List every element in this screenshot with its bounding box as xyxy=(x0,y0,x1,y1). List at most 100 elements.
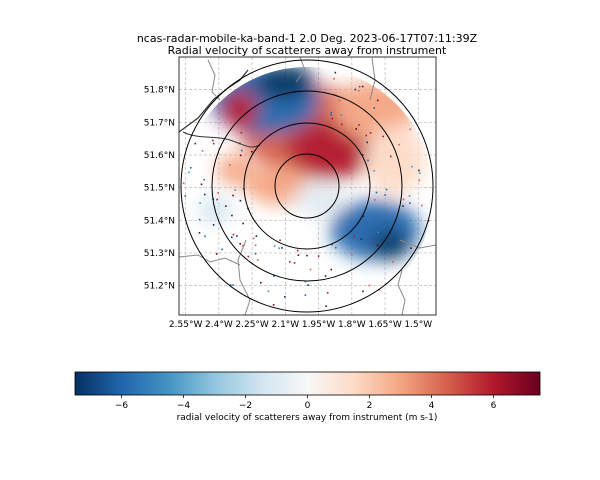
speckle-point xyxy=(255,235,258,237)
map-frame xyxy=(178,56,437,316)
speckle-point xyxy=(212,142,215,145)
speckle-point xyxy=(369,77,371,80)
speckle-point xyxy=(306,254,308,257)
y-tick-label: 51.8°N xyxy=(144,86,175,96)
speckle-point xyxy=(353,235,355,238)
speckle-point xyxy=(373,107,375,109)
colorbar-gradient xyxy=(74,371,541,396)
velocity-field xyxy=(182,67,430,307)
speckle-point xyxy=(376,244,379,247)
speckle-point xyxy=(199,202,201,204)
speckle-point xyxy=(278,247,280,249)
speckle-point xyxy=(225,205,227,207)
colorbar-tick-label: 2 xyxy=(367,401,373,411)
speckle-point xyxy=(247,255,250,258)
speckle-point xyxy=(198,232,201,234)
speckle-point xyxy=(390,155,392,158)
speckle-point xyxy=(212,139,214,142)
speckle-point xyxy=(204,193,206,196)
range-ring-inner xyxy=(274,153,340,219)
speckle-point xyxy=(369,132,372,134)
speckle-point xyxy=(239,243,241,245)
speckle-point xyxy=(398,143,400,146)
speckle-point xyxy=(345,239,347,242)
colorbar-tick-label: −4 xyxy=(177,401,191,411)
speckle-point xyxy=(279,239,281,242)
speckle-point xyxy=(297,254,300,256)
speckle-point xyxy=(231,236,233,239)
speckle-point xyxy=(419,172,421,174)
speckle-point xyxy=(366,141,368,144)
x-tick-label: 1.8°W xyxy=(338,320,366,330)
speckle-point xyxy=(341,123,343,126)
speckle-point xyxy=(198,218,201,221)
speckle-point xyxy=(402,205,404,207)
speckle-point xyxy=(242,245,244,247)
speckle-point xyxy=(331,117,334,120)
speckle-point xyxy=(260,281,262,284)
speckle-point xyxy=(330,268,332,271)
speckle-point xyxy=(358,124,360,126)
range-ring-middle xyxy=(243,122,371,250)
speckle-point xyxy=(273,275,275,277)
map-axes: 2.55°W 2.4°W 2.25°W 2.1°W 1.95°W 1.8°W 1.65°W 1… xyxy=(144,56,437,330)
speckle-point xyxy=(232,233,235,236)
speckle-point xyxy=(281,247,283,249)
range-ring-outer xyxy=(211,90,403,282)
speckle-points xyxy=(182,71,430,307)
chart-subtitle: Radial velocity of scatterers away from … xyxy=(168,44,447,57)
speckle-point xyxy=(385,188,388,191)
speckle-point xyxy=(232,284,234,286)
chart-title: ncas-radar-mobile-ka-band-1 2.0 Deg. 202… xyxy=(137,32,478,45)
speckle-point xyxy=(239,199,242,202)
speckle-point xyxy=(360,238,363,240)
speckle-point xyxy=(331,243,333,246)
speckle-point xyxy=(284,296,286,298)
x-tick-labels: 2.55°W 2.4°W 2.25°W 2.1°W 1.95°W 1.8°W 1.65°W 1… xyxy=(169,320,432,330)
speckle-point xyxy=(240,131,243,134)
speckle-point xyxy=(333,77,335,80)
speckle-point xyxy=(182,182,185,185)
speckle-point xyxy=(272,304,275,306)
speckle-point xyxy=(330,114,332,116)
speckle-point xyxy=(374,199,376,201)
colorbar-tick-label: 4 xyxy=(429,401,435,411)
colorbar-label: radial velocity of scatterers away from … xyxy=(177,413,438,423)
speckle-point xyxy=(212,224,215,226)
y-tick-label: 51.5°N xyxy=(144,184,175,194)
speckle-point xyxy=(194,142,197,145)
speckle-point xyxy=(410,247,412,249)
speckle-point xyxy=(409,202,411,204)
speckle-point xyxy=(330,111,333,114)
speckle-point xyxy=(418,169,420,172)
speckle-point xyxy=(354,88,357,91)
speckle-point xyxy=(338,99,341,102)
x-tick-label: 2.1°W xyxy=(271,320,299,330)
x-tick-label: 1.5°W xyxy=(404,320,432,330)
speckle-point xyxy=(373,169,375,172)
speckle-point xyxy=(377,231,379,233)
x-tick-label: 2.4°W xyxy=(205,320,233,330)
colorbar-tick-label: −6 xyxy=(115,401,129,411)
speckle-point xyxy=(254,244,257,247)
speckle-point xyxy=(368,284,371,287)
colorbar: −6 −4 −2 0 2 4 6 radial velocity of scatterers… xyxy=(74,371,541,423)
speckle-point xyxy=(309,268,312,271)
speckle-point xyxy=(217,192,219,194)
speckle-point xyxy=(325,305,327,307)
speckle-point xyxy=(408,195,411,197)
speckle-point xyxy=(317,255,320,257)
speckle-point xyxy=(392,261,394,263)
speckle-point xyxy=(296,249,299,252)
speckle-point xyxy=(375,191,378,194)
speckle-point xyxy=(236,235,238,237)
speckle-point xyxy=(326,292,329,294)
x-tick-label: 2.25°W xyxy=(235,320,269,330)
speckle-point xyxy=(254,252,257,255)
speckle-point xyxy=(418,179,421,182)
colorbar-ticks: −6 −4 −2 0 2 4 6 xyxy=(115,395,497,411)
speckle-point xyxy=(216,198,218,201)
speckle-point xyxy=(267,290,270,293)
speckle-point xyxy=(256,259,259,261)
speckle-point xyxy=(362,215,365,217)
